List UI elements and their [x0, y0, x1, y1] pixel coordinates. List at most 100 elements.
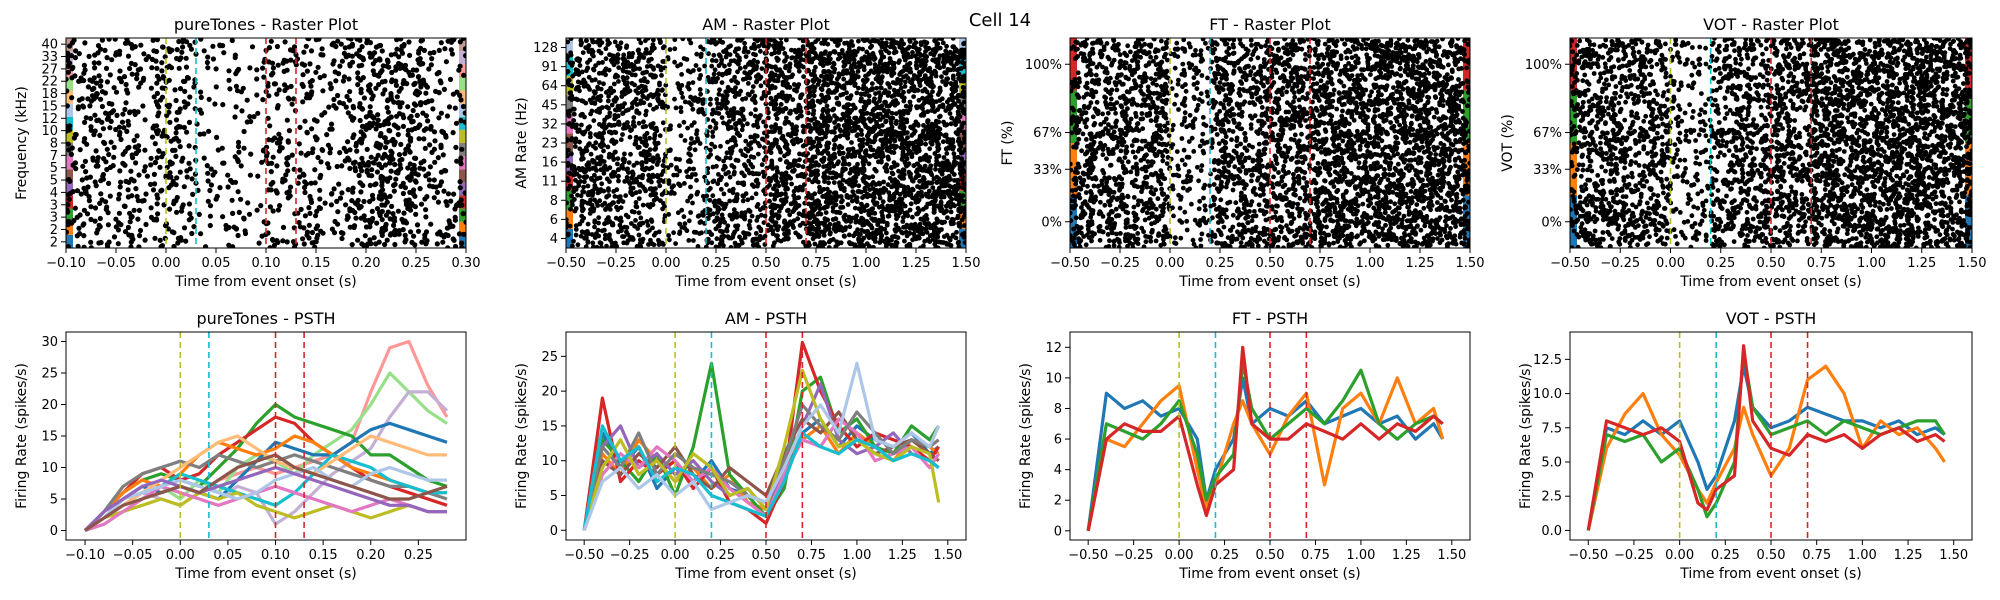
spike-dot [239, 108, 245, 114]
spike-dot [184, 168, 190, 174]
spike-dot [347, 147, 353, 153]
spike-dot [99, 103, 105, 110]
spike-dot [631, 119, 636, 125]
spike-dot [850, 189, 856, 195]
spike-dot [334, 198, 340, 204]
spike-dot [370, 160, 376, 166]
spike-dot [154, 192, 160, 198]
spike-dot [808, 146, 814, 152]
spike-dot [403, 146, 409, 152]
spike-dot [799, 57, 804, 62]
spike-dot [597, 106, 603, 112]
spike-dot [638, 40, 644, 46]
spike-dot [328, 202, 334, 208]
spike-dot [409, 72, 415, 78]
spike-dot [693, 63, 699, 68]
spike-dot [118, 179, 124, 185]
spike-dot [446, 218, 452, 224]
spike-dot [842, 212, 848, 218]
spike-dot [107, 125, 113, 131]
spike-dot [390, 136, 396, 143]
group-bar-left [566, 133, 573, 153]
spike-dot [920, 177, 926, 183]
spike-dot [889, 184, 894, 190]
spike-dot [860, 137, 866, 143]
spike-dot [886, 156, 891, 162]
spike-dot [743, 96, 749, 101]
spike-dot [907, 99, 913, 105]
spike-dot [260, 148, 266, 154]
spike-dot [181, 99, 187, 105]
spike-dot [747, 75, 753, 81]
spike-dot [400, 123, 406, 129]
spike-dot [727, 52, 733, 57]
spike-dot [93, 80, 100, 86]
spike-dot [84, 175, 90, 181]
spike-dot [621, 52, 627, 58]
spike-dot [414, 67, 420, 73]
spike-dot [220, 214, 226, 220]
spike-dot [791, 218, 797, 224]
spike-dot [87, 77, 93, 83]
spike-dot [827, 51, 833, 56]
spike-dot [152, 181, 158, 187]
spike-dot [383, 195, 389, 201]
spike-dot [162, 235, 168, 241]
spike-dot [84, 211, 91, 217]
spike-dot [741, 230, 746, 236]
spike-dot [186, 119, 193, 125]
spike-dot [413, 211, 419, 217]
spike-dot [720, 71, 726, 77]
spike-dot [720, 201, 726, 207]
spike-dot [399, 216, 405, 222]
spike-dot [441, 188, 447, 194]
spike-dot [134, 76, 140, 82]
spike-dot [772, 38, 777, 44]
spike-dot [930, 185, 936, 191]
spike-dot [299, 81, 305, 87]
spike-dot [923, 141, 928, 147]
spike-dot [723, 54, 729, 60]
spike-dot [836, 149, 842, 155]
spike-dot [881, 179, 886, 185]
spike-dot [159, 154, 165, 160]
spike-dot [796, 102, 802, 108]
spike-dot [188, 46, 194, 52]
spike-dot [732, 94, 738, 99]
spike-dot [373, 58, 379, 64]
spike-dot [700, 101, 706, 106]
spike-dot [124, 128, 130, 134]
spike-dot [688, 210, 693, 215]
spike-dot [462, 46, 466, 52]
spike-dot [747, 218, 753, 224]
spike-dot [913, 63, 919, 68]
spike-dot [282, 39, 288, 45]
spike-dot [119, 119, 126, 125]
spike-dot [724, 182, 729, 188]
spike-dot [226, 242, 232, 248]
spike-dot [677, 168, 682, 174]
spike-dot [640, 202, 646, 208]
spike-dot [834, 85, 840, 91]
spike-dot [758, 48, 763, 54]
spike-dot [437, 78, 443, 84]
spike-dot [150, 38, 156, 43]
spike-dot [422, 232, 428, 238]
spike-dot [852, 242, 858, 248]
spike-dot [103, 199, 109, 205]
spike-dot [142, 147, 148, 153]
spike-dot [910, 214, 915, 220]
spike-dot [232, 54, 238, 61]
spike-dot [695, 244, 701, 248]
spike-dot [133, 160, 139, 166]
spike-dot [396, 231, 402, 237]
spike-dot [217, 42, 223, 48]
spike-dot [743, 76, 749, 81]
spike-dot [298, 150, 304, 156]
spike-dot [719, 60, 724, 66]
spike-dot [753, 231, 759, 236]
spike-dot [238, 196, 244, 202]
spike-dot [779, 90, 785, 95]
spike-dot [962, 240, 966, 245]
spike-dot [191, 224, 197, 230]
